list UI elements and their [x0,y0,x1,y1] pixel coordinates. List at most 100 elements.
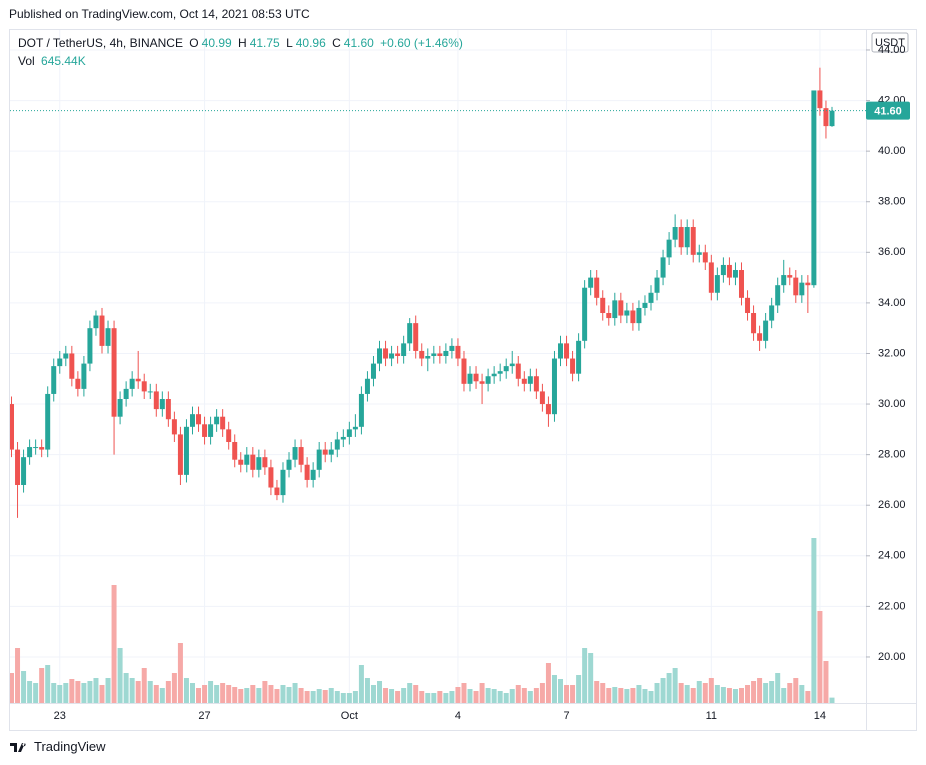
candle-body [177,434,183,475]
volume-bar [708,678,714,703]
footer: TradingView [10,739,106,754]
candle-body [757,333,763,341]
candle-body [21,457,27,485]
candle-body [413,323,419,351]
candle-body [27,447,33,458]
volume-bar [395,691,401,703]
candle-body [304,464,310,480]
volume-bar [726,688,732,703]
volume-bar [793,678,799,703]
volume-bar [45,665,51,703]
volume-bar [226,685,232,703]
volume-bar [328,688,334,703]
candle-body [189,414,195,427]
candle-body [238,459,244,465]
l-label: L [286,36,293,50]
volume-bar [738,688,744,703]
volume-bar [503,693,509,703]
candle-body [606,313,612,319]
candle-body [654,277,660,293]
volume-bar [322,690,328,703]
candle-body [787,275,793,278]
o-value: 40.99 [201,36,232,50]
y-tick-label: 28.00 [878,449,906,461]
candle-body [322,449,328,455]
l-value: 40.96 [295,36,326,50]
candle-body [817,90,823,109]
volume-bar [9,673,14,703]
volume-bar [745,685,751,703]
candle-body [9,404,14,450]
volume-bar [485,688,491,703]
volume-bar [220,683,226,703]
o-label: O [189,36,199,50]
volume-bar [467,689,473,703]
volume-bar [829,697,835,703]
candle-body [377,348,383,364]
volume-bar [346,693,352,703]
volume-bar [165,681,171,703]
published-note: Published on TradingView.com, Oct 14, 20… [9,7,310,21]
volume-bar [69,679,75,703]
candle-body [509,363,515,367]
candle-body [232,441,238,460]
x-tick-label: 4 [455,710,461,722]
volume-bar [117,648,123,703]
candle-body [636,307,642,324]
last-price-box [866,101,910,120]
candle-body [527,376,533,384]
volume-bar [183,678,189,703]
candle-body [793,277,799,296]
volume-bar [720,687,726,703]
volume-bar [87,681,93,703]
volume-bar [551,675,557,703]
candle-body [485,376,491,384]
volume-bar [515,685,521,703]
volume-bar [383,688,389,703]
volume-bar [684,685,690,703]
volume-bar [256,688,262,703]
volume-bar [751,681,757,703]
currency-box[interactable] [871,32,909,53]
volume-bar [545,663,551,703]
volume-bar [352,691,358,703]
candle-body [684,227,690,248]
volume-bar [642,689,648,703]
y-tick-label: 26.00 [878,499,906,511]
volume-bar [364,678,370,703]
volume-bar [268,685,274,703]
volume-bar [594,681,600,703]
candle-body [431,353,437,357]
volume-bar [159,688,165,703]
volume-bar [527,691,533,703]
candle-body [558,343,564,359]
candle-body [425,356,431,359]
volume-bar [636,685,642,703]
candle-body [600,297,606,314]
candle-body [214,416,220,425]
volume-bar [340,693,346,703]
candle-body [763,320,769,341]
volume-bar [153,685,159,703]
y-tick-label: 34.00 [878,297,906,309]
volume-bar [570,685,576,703]
volume-bar [606,688,612,703]
candle-body [503,366,509,372]
candle-body [268,467,274,488]
vol-value: 645.44K [41,54,86,68]
candle-body [316,449,322,470]
volume-bar [51,683,57,703]
candle-body [171,419,177,435]
candle-body [479,381,485,384]
candle-body [751,313,757,334]
candle-body [714,275,720,293]
currency-label[interactable]: USDT [875,37,905,49]
volume-bar [732,689,738,703]
candle-body [117,398,123,417]
volume-bar [461,683,467,703]
candle-body [183,426,189,475]
volume-bar [702,683,708,703]
volume-bar [81,683,87,703]
volume-bar [630,688,636,703]
x-tick-label: 27 [198,710,210,722]
